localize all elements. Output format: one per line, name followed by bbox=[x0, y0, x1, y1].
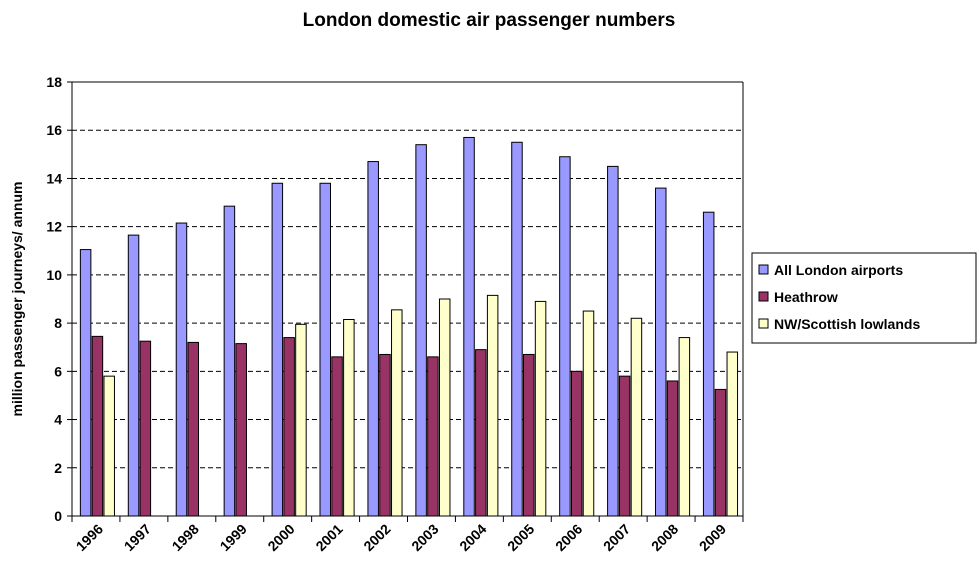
y-tick-label: 0 bbox=[54, 508, 62, 524]
bar-heathrow-2005 bbox=[523, 353, 535, 517]
gridlines bbox=[72, 129, 743, 469]
y-tick-label: 2 bbox=[54, 460, 62, 476]
bar-heathrow-2001 bbox=[331, 356, 343, 517]
bar-nw-scottish-lowlands-2006 bbox=[582, 310, 595, 517]
bar-nw-scottish-lowlands-2000 bbox=[295, 323, 307, 517]
bar-nw-scottish-lowlands-2005 bbox=[534, 300, 547, 517]
legend-label: Heathrow bbox=[774, 289, 838, 305]
bar-nw-scottish-lowlands-2009 bbox=[726, 351, 739, 517]
bar-all-london-airports-2009 bbox=[702, 211, 715, 517]
x-tick-label: 2000 bbox=[264, 521, 297, 554]
bar-heathrow-2006 bbox=[570, 370, 583, 517]
bar-nw-scottish-lowlands-1996 bbox=[103, 375, 115, 517]
bar-all-london-airports-2001 bbox=[319, 182, 332, 517]
bar-heathrow-2007 bbox=[618, 375, 631, 517]
y-tick-label: 14 bbox=[46, 170, 62, 186]
bar-all-london-airports-2002 bbox=[367, 161, 379, 517]
bar-heathrow-2003 bbox=[427, 356, 439, 517]
bars bbox=[79, 136, 739, 517]
bar-all-london-airports-2003 bbox=[415, 144, 427, 517]
x-tick-label: 1996 bbox=[73, 521, 106, 554]
x-tick-label: 2006 bbox=[552, 521, 585, 554]
bar-heathrow-2008 bbox=[666, 380, 679, 517]
bar-nw-scottish-lowlands-2008 bbox=[678, 337, 691, 517]
bar-all-london-airports-2004 bbox=[463, 136, 475, 517]
bar-all-london-airports-1997 bbox=[127, 234, 140, 517]
x-tick-label: 2003 bbox=[408, 521, 441, 554]
bar-all-london-airports-2006 bbox=[559, 156, 571, 517]
axes bbox=[67, 81, 744, 522]
y-tick-label: 6 bbox=[54, 363, 62, 379]
x-tick-label: 2001 bbox=[312, 521, 345, 554]
bar-nw-scottish-lowlands-2002 bbox=[391, 309, 403, 517]
bar-all-london-airports-1999 bbox=[223, 205, 236, 517]
bar-all-london-airports-2005 bbox=[511, 141, 523, 517]
legend-label: NW/Scottish lowlands bbox=[774, 316, 920, 332]
bar-heathrow-1998 bbox=[187, 341, 200, 517]
legend-label: All London airports bbox=[774, 262, 903, 278]
bar-heathrow-1997 bbox=[139, 340, 152, 517]
x-tick-label: 2002 bbox=[360, 521, 393, 554]
y-tick-label: 4 bbox=[54, 412, 62, 428]
x-tick-labels: 1996 1997 1998 1999 2000 2001 2002 2003 2004 2005… bbox=[73, 521, 730, 554]
y-tick-label: 18 bbox=[46, 74, 62, 90]
y-tick-labels: 0 2 4 6 8 10 12 14 16 18 bbox=[46, 74, 62, 524]
bar-heathrow-2004 bbox=[475, 349, 487, 517]
x-tick-label: 2007 bbox=[600, 521, 633, 554]
bar-heathrow-2000 bbox=[283, 337, 295, 517]
bar-all-london-airports-1996 bbox=[79, 249, 92, 517]
legend-swatch bbox=[758, 291, 769, 302]
x-tick-label: 1997 bbox=[121, 521, 154, 554]
x-tick-label: 1999 bbox=[217, 521, 250, 554]
legend-swatch bbox=[758, 264, 769, 275]
legend: All London airports Heathrow NW/Scottish l… bbox=[751, 252, 977, 344]
bar-heathrow-2009 bbox=[714, 388, 727, 517]
y-axis-label: million passenger journeys/ annum bbox=[9, 182, 25, 417]
y-tick-label: 10 bbox=[46, 267, 62, 283]
bar-all-london-airports-2007 bbox=[607, 165, 619, 517]
y-tick-label: 12 bbox=[46, 219, 62, 235]
bar-nw-scottish-lowlands-2003 bbox=[438, 298, 451, 517]
x-tick-label: 2008 bbox=[648, 521, 681, 554]
bar-heathrow-1996 bbox=[91, 335, 104, 517]
bar-all-london-airports-2008 bbox=[655, 187, 667, 517]
y-tick-label: 16 bbox=[46, 122, 62, 138]
y-tick-label: 8 bbox=[54, 315, 62, 331]
legend-box bbox=[751, 252, 977, 344]
x-tick-label: 1998 bbox=[169, 521, 202, 554]
bar-heathrow-1999 bbox=[235, 343, 247, 517]
bar-nw-scottish-lowlands-2004 bbox=[486, 294, 499, 517]
x-tick-label: 2004 bbox=[456, 521, 489, 554]
chart-title: London domestic air passenger numbers bbox=[302, 10, 676, 31]
bar-nw-scottish-lowlands-2001 bbox=[343, 318, 355, 517]
bar-all-london-airports-2000 bbox=[271, 182, 284, 517]
x-tick-label: 2009 bbox=[696, 521, 729, 554]
bar-all-london-airports-1998 bbox=[175, 222, 188, 517]
bar-nw-scottish-lowlands-2007 bbox=[630, 317, 643, 517]
x-tick-label: 2005 bbox=[504, 521, 537, 554]
legend-swatch bbox=[758, 318, 769, 329]
bar-heathrow-2002 bbox=[379, 353, 391, 517]
